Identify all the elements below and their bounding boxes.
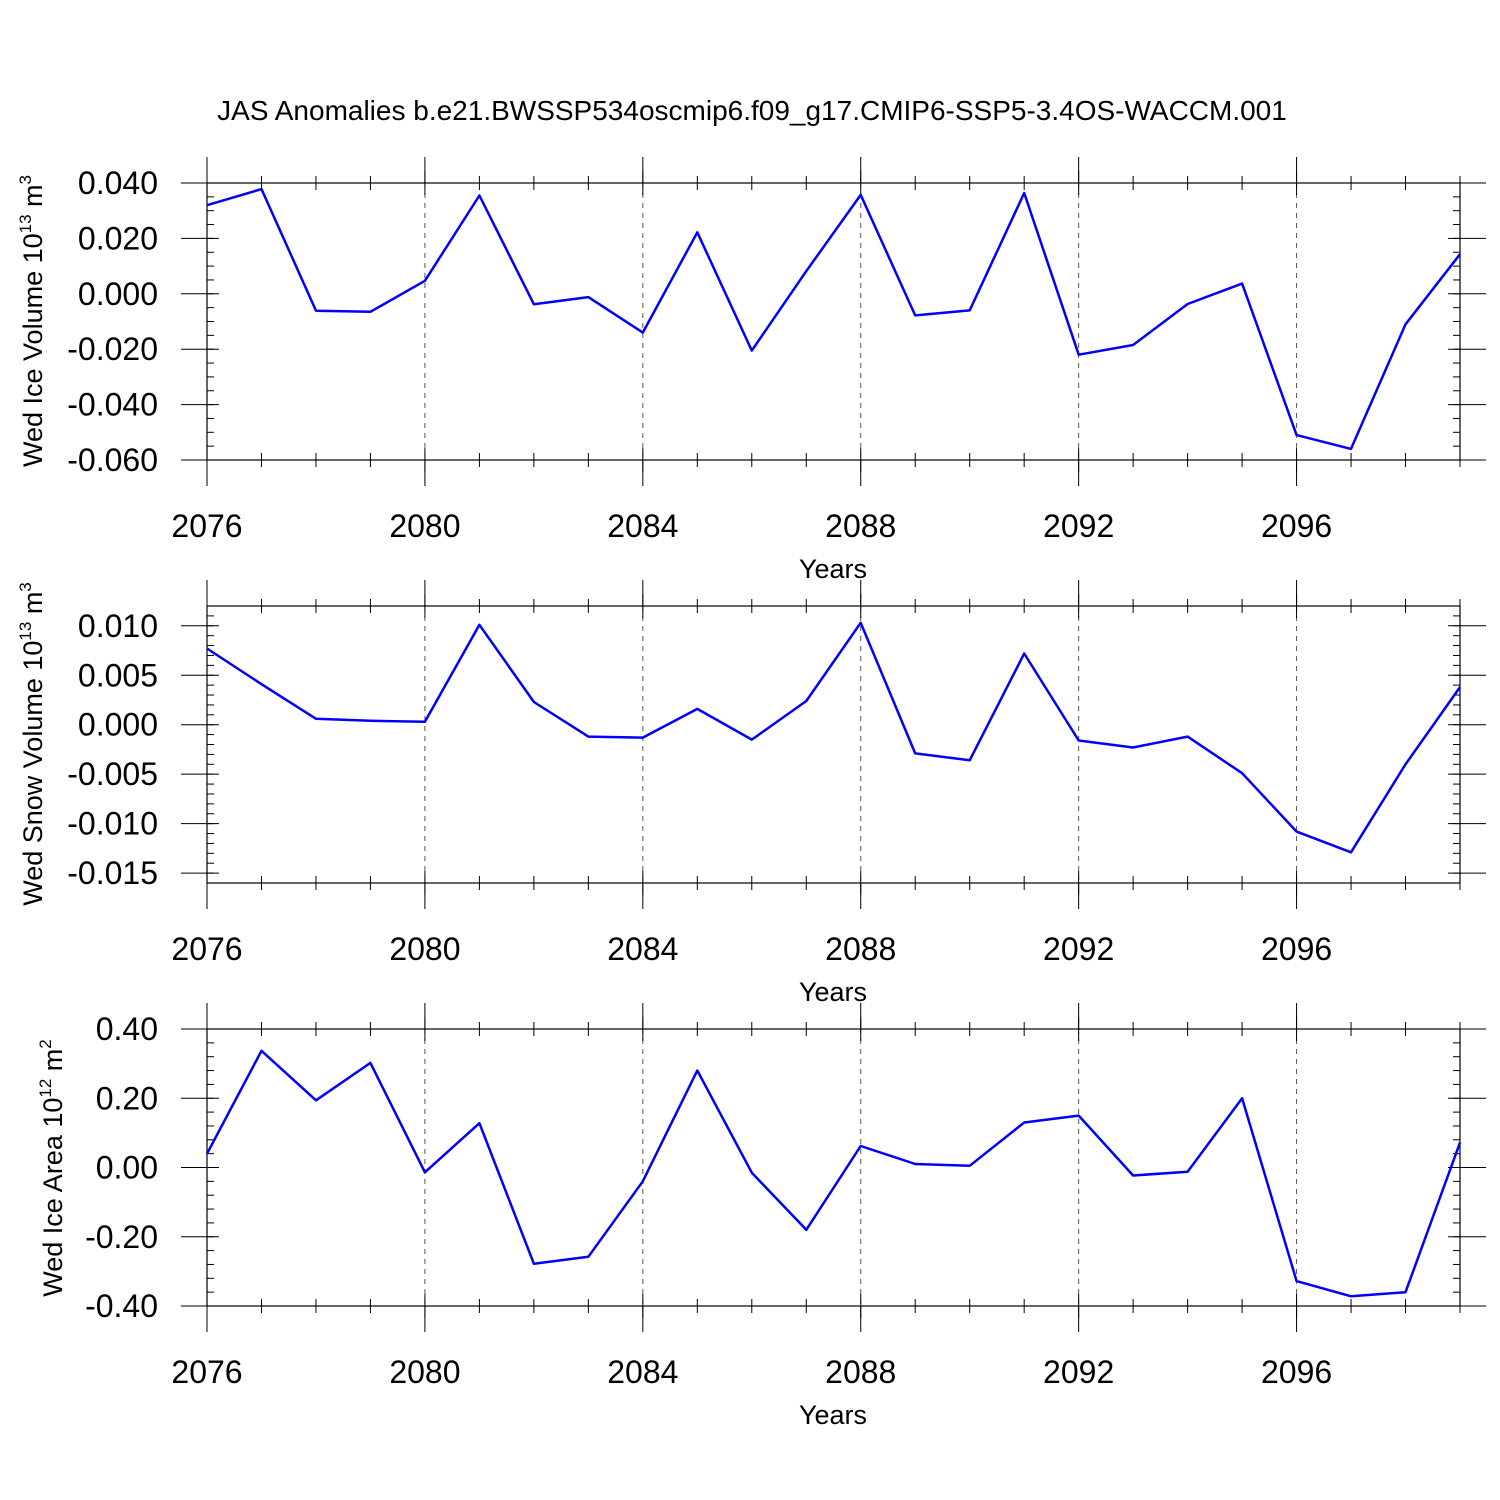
y-tick-label: -0.005 <box>67 756 158 792</box>
x-tick-label: 2080 <box>389 1354 460 1390</box>
y-tick-label: -0.040 <box>67 387 158 423</box>
x-tick-label: 2084 <box>607 508 678 544</box>
y-tick-label: 0.40 <box>96 1011 158 1047</box>
y-axis-label-part: Wed Snow Volume 10 <box>18 641 48 906</box>
y-axis-label-superscript: 3 <box>16 175 35 184</box>
x-tick-label: 2096 <box>1261 508 1332 544</box>
y-axis-label-part: Wed Ice Volume 10 <box>18 233 48 467</box>
panel-2: 0.010 0.005 0.000 -0.005 -0.010 -0.015 2076 208… <box>16 580 1486 1007</box>
y-tick-label: 0.005 <box>78 657 158 693</box>
x-tick-label: 2076 <box>171 508 242 544</box>
y-axis-label: Wed Ice Volume 1013 m3 <box>16 175 48 467</box>
plot-frame <box>206 1028 1461 1307</box>
y-axis-label-superscript: 13 <box>16 622 35 641</box>
x-tick-label: 2092 <box>1043 1354 1114 1390</box>
x-tick-label: 2076 <box>171 931 242 967</box>
x-tick-label: 2088 <box>825 508 896 544</box>
x-tick-label: 2076 <box>171 1354 242 1390</box>
plot-frame <box>206 605 1461 884</box>
y-tick-label: 0.20 <box>96 1080 158 1116</box>
y-axis-label-superscript: 3 <box>16 582 35 591</box>
panel-3: 0.40 0.20 0.00 -0.20 -0.40 2076 2080 2084 2088 20… <box>36 1003 1486 1430</box>
y-axis-label-superscript: 2 <box>36 1039 55 1048</box>
y-tick-label: -0.020 <box>67 331 158 367</box>
series-line <box>206 187 1461 451</box>
x-tick-label: 2080 <box>389 931 460 967</box>
y-tick-label: 0.020 <box>78 220 158 256</box>
series-line <box>205 1049 1462 1298</box>
y-tick-label: -0.015 <box>67 855 158 891</box>
x-tick-label: 2088 <box>825 1354 896 1390</box>
chart-title: JAS Anomalies b.e21.BWSSP534oscmip6.f09_… <box>217 95 1287 126</box>
x-tick-label: 2092 <box>1043 508 1114 544</box>
y-tick-label: -0.060 <box>67 442 158 478</box>
y-axis-label-part: m <box>18 184 48 214</box>
panel-1: 0.040 0.020 0.000 -0.020 -0.040 -0.060 2076 208… <box>16 157 1486 584</box>
y-axis-label: Wed Snow Volume 1013 m3 <box>16 582 48 906</box>
y-axis-label-part: m <box>38 1049 68 1079</box>
y-axis-label-part: Wed Ice Area 10 <box>38 1098 68 1297</box>
y-axis-label-superscript: 12 <box>36 1079 55 1098</box>
x-tick-label: 2080 <box>389 508 460 544</box>
x-tick-label: 2084 <box>607 931 678 967</box>
series-line <box>206 621 1462 854</box>
panels: 0.040 0.020 0.000 -0.020 -0.040 -0.060 2076 208… <box>16 157 1486 1430</box>
x-tick-label: 2096 <box>1261 1354 1332 1390</box>
y-tick-label: 0.040 <box>78 165 158 201</box>
x-tick-label: 2096 <box>1261 931 1332 967</box>
y-axis-label-superscript: 13 <box>16 214 35 233</box>
x-tick-label: 2084 <box>607 1354 678 1390</box>
y-tick-label: 0.00 <box>96 1150 158 1186</box>
y-tick-label: 0.000 <box>78 707 158 743</box>
y-axis-label-part: m <box>18 592 48 622</box>
x-tick-label: 2088 <box>825 931 896 967</box>
y-tick-label: -0.010 <box>67 806 158 842</box>
x-axis-label: Years <box>799 977 867 1007</box>
x-tick-label: 2092 <box>1043 931 1114 967</box>
x-axis-label: Years <box>799 554 867 584</box>
y-tick-label: 0.000 <box>78 276 158 312</box>
y-tick-label: -0.40 <box>85 1288 158 1324</box>
plot-frame <box>206 182 1461 461</box>
y-tick-label: 0.010 <box>78 608 158 644</box>
y-axis-label: Wed Ice Area 1012 m2 <box>36 1039 68 1297</box>
y-tick-label: -0.20 <box>85 1219 158 1255</box>
x-axis-label: Years <box>799 1400 867 1430</box>
